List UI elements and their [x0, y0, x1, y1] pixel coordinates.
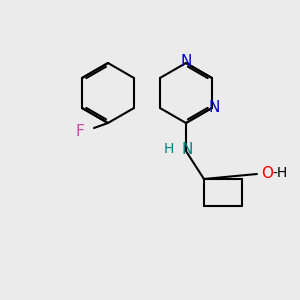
Text: N: N	[208, 100, 220, 116]
Text: -H: -H	[272, 166, 287, 180]
Text: N: N	[180, 55, 192, 70]
Text: H: H	[164, 142, 174, 156]
Text: N: N	[182, 142, 193, 157]
Text: O: O	[261, 166, 273, 181]
Text: F: F	[75, 124, 84, 139]
